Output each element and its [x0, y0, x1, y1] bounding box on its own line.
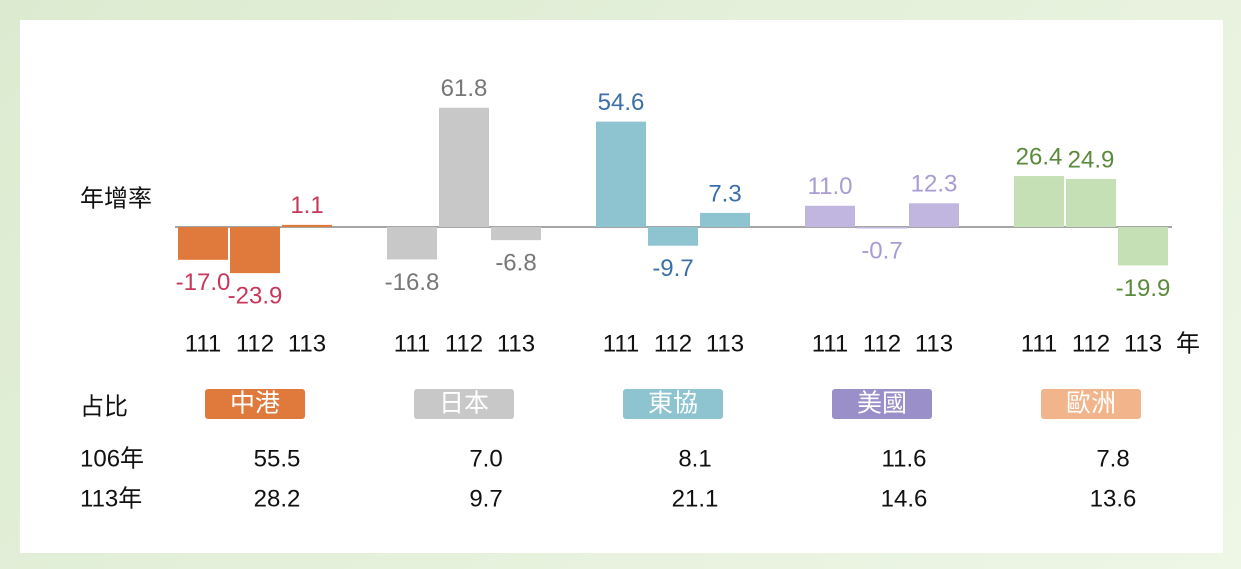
value-label: 11.0 — [808, 173, 853, 200]
bar — [1118, 227, 1168, 266]
y-label: 年增率 — [80, 185, 152, 212]
x-tick-label: 111 — [185, 330, 221, 357]
value-label: 54.6 — [598, 89, 645, 116]
x-tick-label: 113 — [497, 330, 535, 357]
share-value: 13.6 — [1090, 485, 1137, 512]
value-label: 7.3 — [708, 180, 741, 207]
share-value: 21.1 — [672, 485, 719, 512]
x-tick-label: 111 — [1021, 330, 1057, 357]
bar — [1014, 176, 1064, 227]
share-value: 14.6 — [881, 485, 928, 512]
bar — [439, 107, 489, 227]
x-tick-label: 113 — [706, 330, 744, 357]
bar — [700, 212, 750, 227]
value-label: 1.1 — [290, 192, 323, 219]
bar — [857, 227, 907, 229]
year-unit: 年 — [1176, 330, 1200, 357]
x-tick-label: 112 — [1072, 330, 1110, 357]
share-label: 占比 — [80, 393, 128, 420]
group-name: 中港 — [230, 390, 280, 418]
value-label: -17.0 — [176, 269, 231, 296]
value-label: -9.7 — [652, 255, 693, 282]
bar — [596, 121, 646, 227]
group-badge — [1041, 389, 1141, 419]
group-name: 歐洲 — [1066, 390, 1116, 418]
x-tick-label: 113 — [288, 330, 326, 357]
share-value: 8.1 — [678, 445, 711, 472]
group-name: 美國 — [857, 390, 907, 418]
group-badge — [832, 389, 932, 419]
share-value: 11.6 — [882, 445, 927, 472]
value-label: -16.8 — [385, 269, 440, 296]
share-value: 9.7 — [469, 485, 502, 512]
x-tick-label: 113 — [1124, 330, 1162, 357]
group-name: 日本 — [439, 390, 489, 418]
value-label: -6.8 — [495, 249, 536, 276]
share-row-label: 106年 — [80, 445, 144, 472]
value-label: 61.8 — [441, 75, 488, 102]
bar — [178, 227, 228, 260]
bar — [230, 227, 280, 274]
value-label: 12.3 — [911, 171, 958, 198]
share-value: 7.8 — [1096, 445, 1129, 472]
value-label: 24.9 — [1068, 146, 1115, 173]
value-label: 26.4 — [1016, 143, 1063, 170]
x-tick-label: 112 — [236, 330, 274, 357]
x-tick-label: 111 — [394, 330, 430, 357]
bar — [1066, 178, 1116, 227]
group-name: 東協 — [648, 390, 698, 418]
bar — [387, 227, 437, 260]
bar — [282, 224, 332, 227]
group-badge — [623, 389, 723, 419]
bar — [648, 227, 698, 246]
bar — [805, 205, 855, 227]
panel — [20, 20, 1223, 553]
x-tick-label: 112 — [863, 330, 901, 357]
group-badge — [205, 389, 305, 419]
value-label: -0.7 — [861, 238, 902, 265]
bar — [909, 203, 959, 227]
x-tick-label: 111 — [812, 330, 848, 357]
x-tick-label: 111 — [603, 330, 639, 357]
value-label: -23.9 — [228, 282, 283, 309]
share-value: 28.2 — [254, 485, 301, 512]
bar — [491, 227, 541, 241]
x-tick-label: 113 — [915, 330, 953, 357]
share-value: 7.0 — [469, 445, 502, 472]
share-value: 55.5 — [254, 445, 301, 472]
x-tick-label: 112 — [654, 330, 692, 357]
x-tick-label: 112 — [445, 330, 483, 357]
share-row-label: 113年 — [80, 485, 142, 512]
group-badge — [414, 389, 514, 419]
value-label: -19.9 — [1116, 275, 1171, 302]
